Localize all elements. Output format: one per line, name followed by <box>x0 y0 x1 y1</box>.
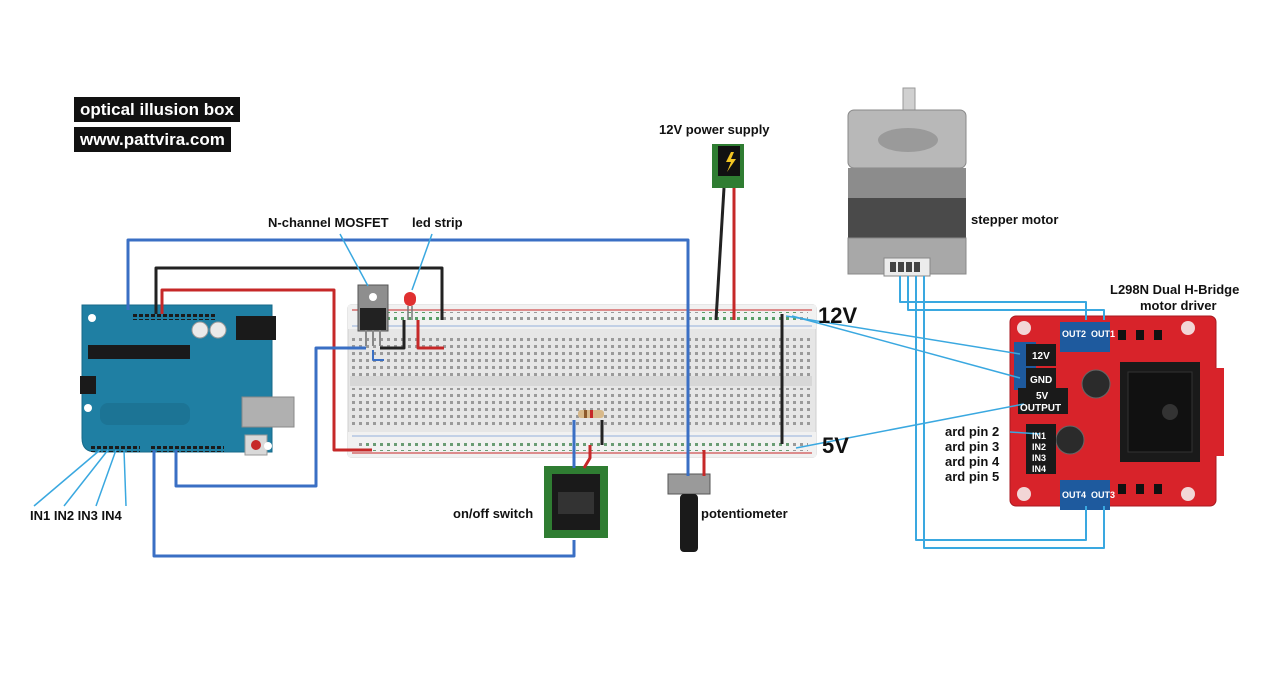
label-rail-12v: 12V <box>818 303 857 328</box>
resistor <box>578 410 604 418</box>
driver-terminal-12v: 12V <box>1032 351 1050 362</box>
driver-in2: IN2 <box>1032 442 1046 452</box>
label-ard-pin3: ard pin 3 <box>945 439 999 454</box>
power-jack <box>712 144 744 188</box>
driver-terminal-output: OUTPUT <box>1020 403 1061 414</box>
led <box>404 292 416 320</box>
label-potentiometer: potentiometer <box>701 506 788 521</box>
driver-terminal-5v: 5V <box>1036 391 1049 402</box>
website-tag: www.pattvira.com <box>74 127 231 152</box>
driver-out4: OUT4 <box>1062 490 1086 500</box>
l298n-driver-board <box>1004 314 1232 511</box>
label-driver-line2: motor driver <box>1140 298 1217 313</box>
driver-out3: OUT3 <box>1091 490 1115 500</box>
label-stepper-motor: stepper motor <box>971 212 1058 227</box>
driver-in4: IN4 <box>1032 464 1046 474</box>
label-ard-pin2: ard pin 2 <box>945 424 999 439</box>
label-led-strip: led strip <box>412 215 463 230</box>
driver-out2: OUT2 <box>1062 329 1086 339</box>
label-mosfet: N-channel MOSFET <box>268 215 389 230</box>
breadboard <box>347 304 817 458</box>
label-ard-pin4: ard pin 4 <box>945 454 1000 469</box>
driver-out1: OUT1 <box>1091 329 1115 339</box>
label-in-pins: IN1 IN2 IN3 IN4 <box>30 508 123 523</box>
driver-in3: IN3 <box>1032 453 1046 463</box>
label-power-supply: 12V power supply <box>659 122 770 137</box>
arduino-uno-board <box>80 304 295 456</box>
label-driver-line1: L298N Dual H-Bridge <box>1110 282 1239 297</box>
stepper-motor <box>847 87 967 277</box>
label-rail-5v: 5V <box>822 433 849 458</box>
potentiometer <box>667 473 711 552</box>
driver-in1: IN1 <box>1032 431 1046 441</box>
label-ard-pin5: ard pin 5 <box>945 469 999 484</box>
driver-board-text: 12V GND 5V OUTPUT OUT2 OUT1 OUT4 OUT3 IN… <box>1020 329 1115 500</box>
label-switch: on/off switch <box>453 506 533 521</box>
wires <box>33 187 1105 558</box>
driver-terminal-gnd: GND <box>1030 375 1052 386</box>
on-off-switch <box>544 466 608 538</box>
project-title-tag: optical illusion box <box>74 97 240 122</box>
mosfet <box>357 284 389 346</box>
